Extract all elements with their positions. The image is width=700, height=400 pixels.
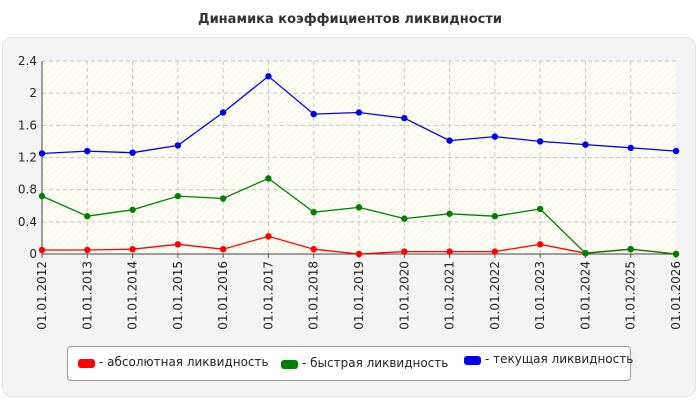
x-tick-label: 01.01.2020 xyxy=(397,261,411,330)
legend-label-quick: - быстрая ликвидность xyxy=(302,356,449,370)
chart-title: Динамика коэффициентов ликвидности xyxy=(198,12,502,27)
data-point-absolute xyxy=(310,245,317,253)
data-point-absolute xyxy=(38,246,46,254)
data-point-current xyxy=(310,110,317,118)
x-tick-label: 01.01.2013 xyxy=(80,261,94,330)
data-point-current xyxy=(401,114,408,122)
data-point-quick xyxy=(627,245,634,253)
data-point-absolute xyxy=(536,241,544,248)
data-point-quick xyxy=(219,195,227,202)
data-point-current xyxy=(491,133,499,140)
data-point-quick xyxy=(265,175,272,182)
data-point-quick xyxy=(129,206,136,213)
x-tick-label: 01.01.2019 xyxy=(352,261,366,330)
x-tick-label: 01.01.2024 xyxy=(578,261,592,330)
data-point-current xyxy=(129,149,136,156)
x-tick-label: 01.01.2016 xyxy=(216,261,230,330)
y-tick-label: 0.8 xyxy=(18,183,37,197)
data-point-current xyxy=(536,138,544,145)
x-tick-label: 01.01.2014 xyxy=(126,261,140,330)
legend-label-current: - текущая ликвидность xyxy=(485,352,634,366)
legend-swatch-quick xyxy=(281,360,298,369)
y-tick-label: 1.6 xyxy=(18,118,37,132)
x-tick-label: 01.01.2018 xyxy=(307,261,321,330)
data-point-quick xyxy=(672,250,680,258)
data-point-quick xyxy=(84,213,91,220)
data-point-quick xyxy=(582,249,589,257)
data-point-quick xyxy=(38,192,46,200)
x-tick-label: 01.01.2021 xyxy=(443,261,457,330)
legend-label-absolute: - абсолютная ликвидность xyxy=(99,355,269,369)
legend-swatch-current xyxy=(464,356,481,365)
data-point-absolute xyxy=(219,245,227,253)
data-point-current xyxy=(84,147,91,155)
data-point-current xyxy=(174,142,182,149)
data-point-current xyxy=(672,147,680,155)
data-point-quick xyxy=(446,210,453,217)
data-point-current xyxy=(219,109,227,116)
data-point-absolute xyxy=(84,246,91,254)
data-point-current xyxy=(627,144,634,152)
data-point-quick xyxy=(174,192,182,200)
x-tick-label: 01.01.2012 xyxy=(35,261,49,330)
data-point-current xyxy=(582,141,589,148)
data-point-quick xyxy=(536,205,544,213)
data-point-current xyxy=(265,73,272,80)
data-point-absolute xyxy=(355,250,363,258)
data-point-current xyxy=(355,109,363,116)
y-tick-label: 0.4 xyxy=(18,215,37,229)
x-tick-label: 01.01.2023 xyxy=(533,261,547,330)
x-tick-label: 01.01.2015 xyxy=(171,261,185,330)
chart-legend: - абсолютная ликвидность - быстрая ликви… xyxy=(67,346,634,381)
x-tick-label: 01.01.2026 xyxy=(669,261,683,330)
data-point-current xyxy=(446,137,453,144)
data-point-absolute xyxy=(129,245,136,253)
y-tick-label: 2.4 xyxy=(18,54,37,68)
x-tick-label: 01.01.2025 xyxy=(624,261,638,330)
data-point-absolute xyxy=(265,233,272,240)
data-point-quick xyxy=(355,204,363,211)
x-tick-label: 01.01.2017 xyxy=(261,261,275,330)
data-point-quick xyxy=(310,208,317,216)
data-point-quick xyxy=(401,215,408,222)
legend-swatch-absolute xyxy=(78,359,95,368)
x-tick-label: 01.01.2022 xyxy=(488,261,502,330)
data-point-absolute xyxy=(491,248,499,255)
data-point-quick xyxy=(491,213,499,220)
data-point-absolute xyxy=(401,248,408,255)
y-tick-label: 0 xyxy=(29,247,37,261)
data-point-absolute xyxy=(446,248,453,255)
data-point-absolute xyxy=(174,241,182,248)
data-point-current xyxy=(38,150,46,157)
y-tick-label: 2 xyxy=(29,86,37,100)
y-tick-label: 1.2 xyxy=(18,151,37,165)
